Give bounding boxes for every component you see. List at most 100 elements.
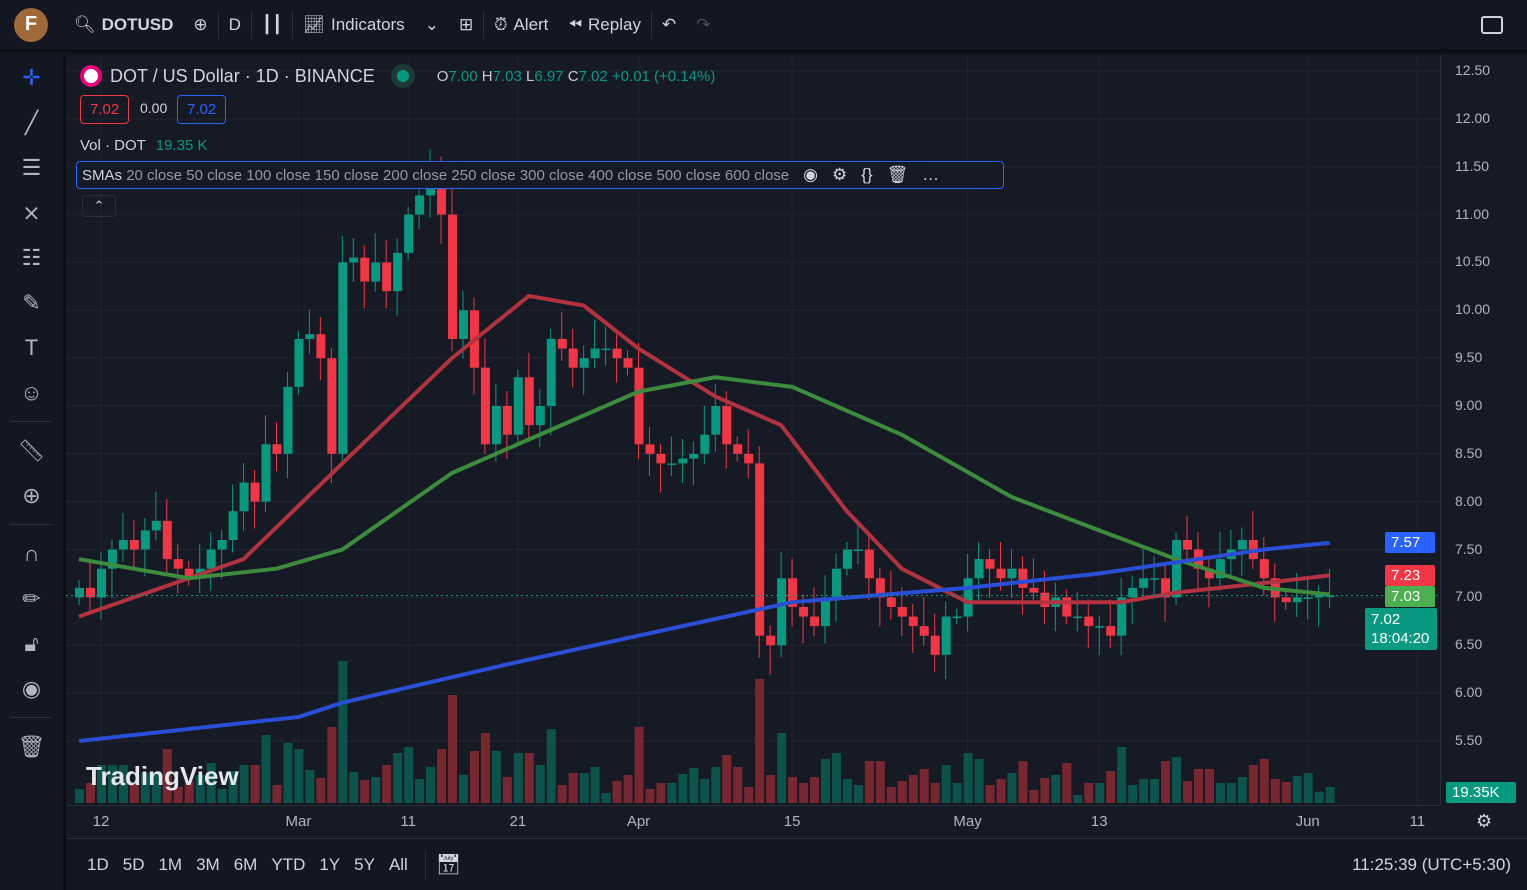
volume-bar <box>535 765 545 803</box>
sma-indicator-legend[interactable]: SMAs 20 close 50 close 100 close 150 clo… <box>76 161 1004 189</box>
price-axis[interactable]: 7.02 18:04:20 19.35K 12.50 12.00 11.50 11.00… <box>1365 55 1527 805</box>
range-6m[interactable]: 6M <box>233 854 258 874</box>
candle-body <box>645 444 655 454</box>
volume-bar <box>1193 769 1203 803</box>
volume-bar <box>755 679 765 803</box>
candle-body <box>491 405 501 445</box>
forecast-tool[interactable]: ☷ <box>21 244 42 270</box>
eye-icon[interactable]: ◉ <box>803 165 818 184</box>
indicators-icon: 📈︎ <box>303 14 325 34</box>
symbol-title[interactable]: DOT / US Dollar · 1D · BINANCE <box>110 65 375 86</box>
eye-icon[interactable]: ◉ <box>21 675 42 701</box>
volume-bar <box>1303 773 1313 803</box>
range-ytd[interactable]: YTD <box>271 854 306 874</box>
price-plot[interactable] <box>66 55 1440 805</box>
volume-bar <box>733 767 743 803</box>
collapse-legend-button[interactable]: ⌃ <box>82 195 116 217</box>
range-5y[interactable]: 5Y <box>354 854 375 874</box>
compare-button[interactable]: ⊕ <box>183 7 217 43</box>
time-axis[interactable]: ⚙ 12 Mar 11 21 Apr 15 May 13 Jun 11 <box>66 805 1492 838</box>
bottom-toolbar: 1D 5D 1M 3M 6M YTD 1Y 5Y All 📅︎ 11:25:39 (UTC+5:… <box>66 838 1527 890</box>
avatar[interactable]: F <box>14 7 48 42</box>
candle-body <box>250 482 260 502</box>
time-tick: 11 <box>400 813 416 830</box>
trash-icon[interactable]: 🗑︎ <box>17 733 46 759</box>
candle-body <box>1183 539 1192 550</box>
undo-button[interactable]: ↶ <box>652 7 686 43</box>
chart-type-button[interactable]: ┃┃ <box>252 7 292 43</box>
volume-bar <box>678 774 688 803</box>
ruler-tool[interactable]: 📏︎ <box>17 437 46 463</box>
crosshair-tool[interactable]: ✛ <box>22 64 41 90</box>
fib-tool[interactable]: ☰ <box>21 154 42 180</box>
time-tick: 21 <box>509 813 527 830</box>
volume-bar <box>404 747 414 803</box>
candle-body <box>810 616 820 627</box>
lock-drawing-tool[interactable]: ✏ <box>22 585 41 611</box>
clock[interactable]: 11:25:39 (UTC+5:30) <box>1352 854 1511 874</box>
settings-icon[interactable]: ⚙ <box>831 165 848 184</box>
date-range-icon[interactable]: 📅︎ <box>435 854 462 876</box>
axis-settings-icon[interactable]: ⚙ <box>1476 811 1493 831</box>
grid-icon: ⊞ <box>458 14 474 34</box>
candle-body <box>1018 568 1028 588</box>
buy-button[interactable]: 7.02 <box>177 95 227 124</box>
indicators-button[interactable]: 📈︎ Indicators ⌄ <box>293 7 449 43</box>
ohlc-values: O7.00 H7.03 L6.97 C7.02 +0.01 (+0.14%) <box>436 67 716 85</box>
candle-body <box>711 405 721 435</box>
volume-bar <box>996 779 1006 803</box>
redo-button[interactable]: ↷ <box>686 7 720 43</box>
range-1d[interactable]: 1D <box>87 854 109 874</box>
volume-bar <box>239 765 249 803</box>
zoom-in-tool[interactable]: ⊕ <box>22 482 41 508</box>
polkadot-logo-icon <box>80 65 102 87</box>
candle-body <box>1325 595 1335 597</box>
candle-body <box>700 434 710 454</box>
candle-body <box>173 559 183 569</box>
more-icon[interactable]: … <box>922 165 940 184</box>
candle-body <box>1303 597 1313 599</box>
volume-bar <box>316 778 326 803</box>
lock-icon[interactable]: 🔓︎ <box>24 630 39 656</box>
layouts-button[interactable]: ⊞ <box>449 7 483 43</box>
replay-button[interactable]: ⏪︎ Replay <box>558 7 651 43</box>
range-1m[interactable]: 1M <box>158 854 183 874</box>
trend-line-tool[interactable]: ╱ <box>24 109 39 135</box>
candle-body <box>140 530 150 550</box>
candle-body <box>305 334 315 339</box>
volume-bar <box>86 783 95 803</box>
range-5d[interactable]: 5D <box>122 854 145 874</box>
volume-bar <box>919 769 929 803</box>
candle-body <box>162 520 172 560</box>
range-1y[interactable]: 1Y <box>319 854 341 874</box>
chart-pane[interactable]: TradingView DOT / US Dollar · 1D · BINAN… <box>66 55 1527 838</box>
symbol-search[interactable]: 🔍︎ DOTUSD <box>64 7 183 43</box>
volume-bar <box>711 767 721 803</box>
candle-body <box>875 578 885 598</box>
text-tool[interactable]: T <box>24 334 39 360</box>
volume-bar <box>963 753 973 803</box>
candle-body <box>1204 568 1214 579</box>
sma-line-2 <box>78 375 1330 597</box>
interval-button[interactable]: D <box>228 14 241 34</box>
volume-bar <box>974 759 984 803</box>
candle-body <box>129 539 139 550</box>
alert-button[interactable]: ⏰︎ Alert <box>484 7 558 43</box>
volume-bar <box>437 749 447 803</box>
magnet-tool[interactable]: ∩ <box>23 540 40 566</box>
source-code-icon[interactable]: {} <box>861 165 873 184</box>
trash-icon[interactable]: 🗑︎ <box>886 165 909 184</box>
volume-bar <box>601 793 611 803</box>
candle-body <box>568 348 578 368</box>
range-all[interactable]: All <box>388 854 408 874</box>
brush-tool[interactable]: ✎ <box>22 289 41 315</box>
volume-bar <box>272 785 282 803</box>
fullscreen-button[interactable] <box>1471 7 1513 43</box>
pattern-tool[interactable]: ⨯ <box>22 199 41 225</box>
emoji-tool[interactable]: ☺ <box>20 379 43 405</box>
price-tick: 12.50 <box>1455 62 1491 78</box>
range-3m[interactable]: 3M <box>196 854 220 874</box>
time-tick: 13 <box>1090 813 1108 830</box>
sell-button[interactable]: 7.02 <box>80 95 130 124</box>
candle-body <box>590 348 600 359</box>
